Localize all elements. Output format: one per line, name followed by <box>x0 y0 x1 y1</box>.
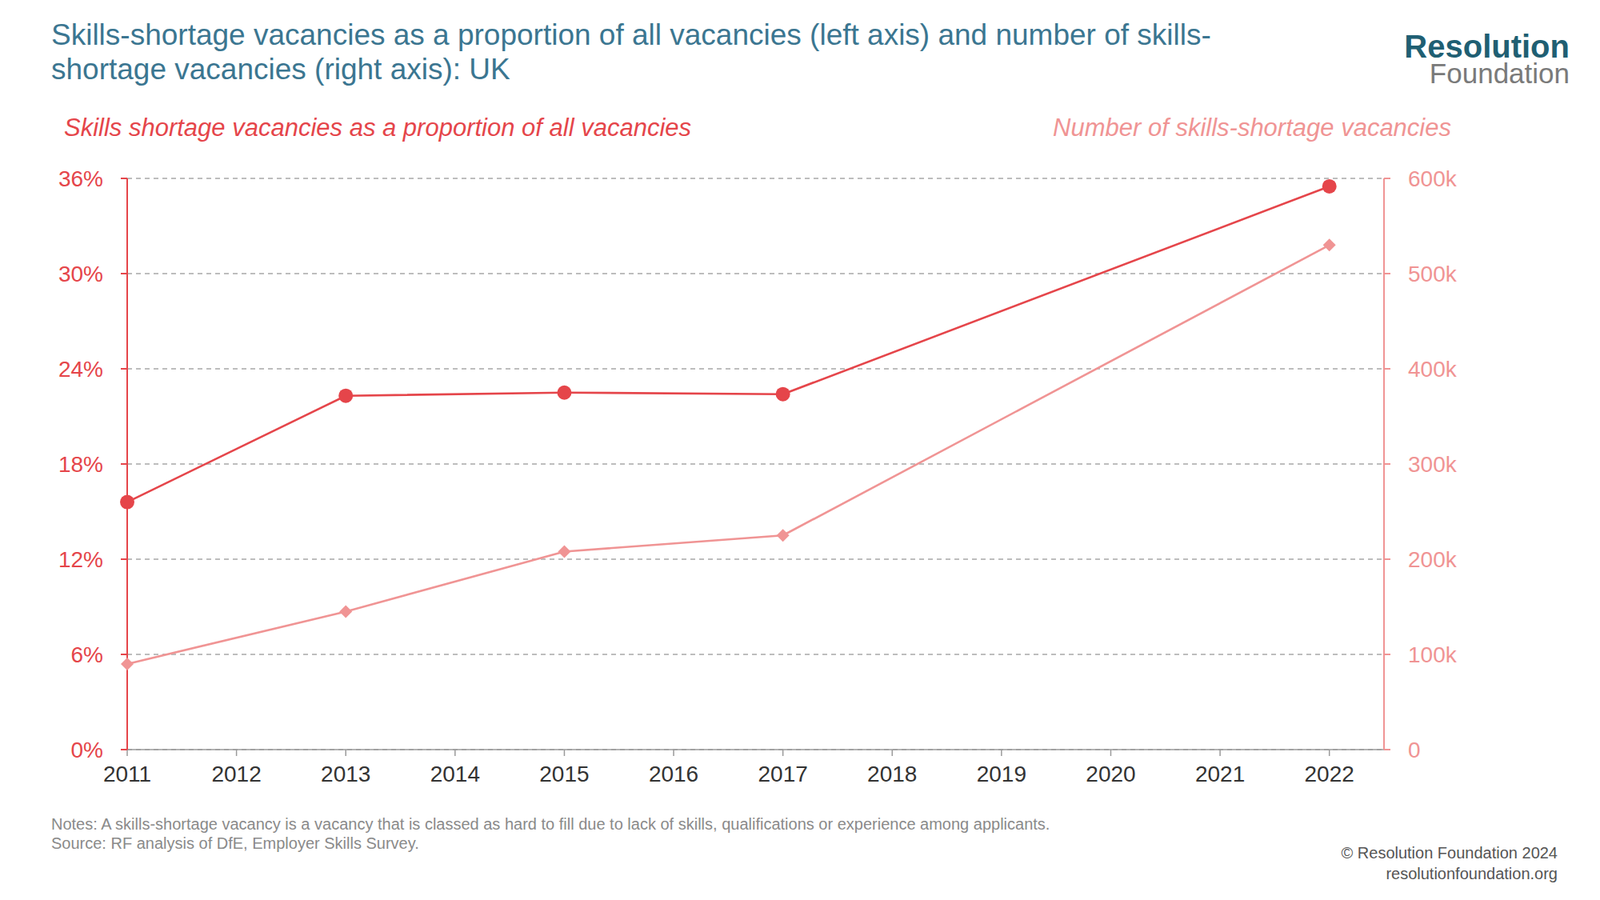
tick <box>120 463 128 465</box>
tick-label: 500k <box>1408 261 1458 287</box>
tick-label: 300k <box>1408 452 1458 477</box>
grid-line <box>127 272 1384 275</box>
y2-axis: 0 100k 200k 300k 400k 500k 600k <box>1384 166 1458 763</box>
tick-label: 2017 <box>758 761 808 787</box>
tick-label: 18% <box>58 452 104 477</box>
tick-label: 0% <box>71 737 104 763</box>
tick-label: 36% <box>58 166 104 192</box>
tick <box>120 177 128 180</box>
axis-line <box>127 748 1384 751</box>
tick-label: 12% <box>58 547 104 572</box>
grid-line <box>127 653 1384 656</box>
grid-line <box>127 177 1384 180</box>
tick <box>236 749 238 756</box>
tick-label: 2016 <box>648 761 699 787</box>
tick-label: 2011 <box>103 761 152 787</box>
tick-label: 2013 <box>320 761 371 787</box>
tick <box>344 749 347 756</box>
marker <box>120 657 134 671</box>
notes: Notes: A skills-shortage vacancy is a va… <box>51 815 1050 833</box>
logo: Foundation <box>1429 57 1570 89</box>
marker <box>1322 179 1337 194</box>
marker <box>1323 238 1336 252</box>
axis-title: Number of skills-shortage vacancies <box>1052 113 1452 142</box>
tick-label: 2019 <box>976 761 1027 787</box>
tick-label: 200k <box>1408 547 1458 572</box>
credit: © Resolution Foundation 2024 <box>1341 844 1558 862</box>
tick-label: 0 <box>1408 737 1421 763</box>
grid-line <box>127 748 1384 751</box>
series-line <box>127 244 1330 664</box>
marker <box>120 495 135 510</box>
chart: ResolutionFoundationSkills shortage vaca… <box>0 0 1600 900</box>
tick <box>1384 463 1391 465</box>
data <box>120 179 1337 671</box>
tick-label: 2022 <box>1304 761 1355 787</box>
tick <box>120 653 128 656</box>
grid-line <box>127 558 1384 560</box>
credit: resolutionfoundation.org <box>1385 864 1558 883</box>
marker <box>776 528 790 542</box>
tick <box>1384 272 1391 275</box>
tick <box>120 272 128 275</box>
y-axis: 0% 6% 12% 18% 24% 30% 36% <box>58 166 128 763</box>
tick <box>1384 748 1391 751</box>
marker <box>557 544 571 558</box>
tick-label: 2021 <box>1195 761 1245 787</box>
tick <box>892 749 894 756</box>
tick <box>120 558 128 560</box>
tick <box>1000 749 1003 756</box>
tick <box>120 368 128 370</box>
marker <box>556 385 572 400</box>
tick-label: 400k <box>1408 356 1458 382</box>
tick <box>1219 749 1221 756</box>
tick-label: 24% <box>58 356 104 382</box>
marker <box>776 387 791 402</box>
title: Skills-shortage vacancies as a proportio… <box>51 17 1316 87</box>
tick <box>1384 653 1391 656</box>
tick-label: 2012 <box>211 761 261 787</box>
tick <box>1328 749 1331 756</box>
tick <box>120 748 128 751</box>
tick <box>1384 558 1391 560</box>
tick-label: 2018 <box>867 761 917 787</box>
marker <box>339 604 352 618</box>
tick <box>1384 177 1391 180</box>
tick <box>672 749 675 756</box>
tick-label: 2020 <box>1085 761 1136 787</box>
tick-label: 2014 <box>430 761 480 787</box>
tick <box>1110 749 1112 756</box>
tick <box>1384 368 1391 370</box>
tick-label: 6% <box>71 642 104 668</box>
grid <box>127 178 1384 750</box>
grid-line <box>127 463 1384 465</box>
tick-label: 100k <box>1408 642 1458 668</box>
series-line <box>127 186 1330 503</box>
tick <box>564 749 566 756</box>
tick <box>454 749 456 756</box>
tick-label: 600k <box>1408 166 1458 192</box>
axis-title: Skills shortage vacancies as a proportio… <box>64 113 692 142</box>
source: Source: RF analysis of DfE, Employer Ski… <box>51 834 420 852</box>
grid-line <box>127 368 1384 370</box>
x-axis: 2011 2012 2013 2014 2015 2016 2017 2018 2019 2020… <box>103 749 1384 787</box>
tick <box>782 749 784 756</box>
tick-label: 2015 <box>539 761 589 787</box>
tick <box>126 749 128 756</box>
marker <box>338 388 353 404</box>
tick-label: 30% <box>58 261 104 287</box>
